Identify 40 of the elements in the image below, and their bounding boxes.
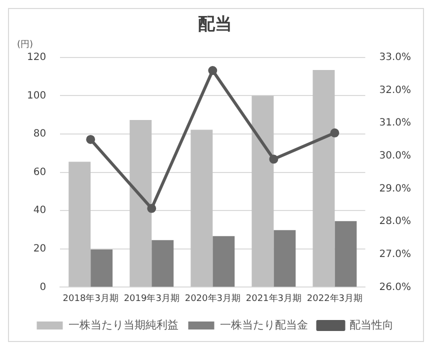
y2-tick-label: 29.0%	[379, 183, 412, 194]
bar	[152, 240, 174, 287]
bar	[334, 221, 357, 287]
x-tick-label: 2020年3月期	[184, 292, 240, 304]
bar	[130, 120, 152, 287]
point	[86, 134, 96, 144]
x-tick-label: 2021年3月期	[246, 292, 302, 304]
x-tick-label: 2022年3月期	[306, 292, 363, 304]
y-tick-label: 80	[33, 128, 46, 140]
bar	[212, 236, 235, 287]
bar	[274, 230, 296, 287]
y-axis-title: (円)	[17, 40, 34, 50]
y-tick-label: 40	[33, 205, 46, 216]
point	[147, 204, 156, 213]
x-tick-label: 2018年3月期	[62, 292, 118, 304]
point	[208, 66, 218, 76]
y-tick-label: 100	[26, 90, 46, 102]
bar	[68, 162, 91, 287]
y-tick-label: 120	[26, 52, 46, 63]
y2-tick-label: 32.0%	[379, 84, 412, 96]
bar	[312, 70, 335, 287]
point	[330, 128, 340, 138]
y2-tick-label: 27.0%	[379, 248, 412, 260]
point	[269, 154, 278, 164]
bar	[252, 96, 274, 287]
bar	[190, 130, 213, 287]
y2-tick-label: 26.0%	[379, 282, 412, 293]
x-tick-label: 2019年3月期	[124, 292, 180, 304]
y2-tick-label: 28.0%	[379, 216, 412, 228]
legend-label: 一株当たり当期純利益	[68, 318, 178, 332]
legend-label: 配当性向	[349, 318, 394, 332]
y2-tick-label: 30.0%	[379, 150, 412, 162]
y-tick-label: 0	[40, 282, 46, 293]
chart-title: 配当	[198, 14, 232, 35]
y2-tick-label: 31.0%	[379, 118, 412, 129]
y-tick-label: 60	[33, 166, 46, 178]
y-tick-label: 20	[33, 243, 46, 254]
legend-label: 一株当たり配当金	[220, 318, 308, 332]
y2-tick-label: 33.0%	[379, 52, 412, 63]
bar	[90, 249, 113, 287]
